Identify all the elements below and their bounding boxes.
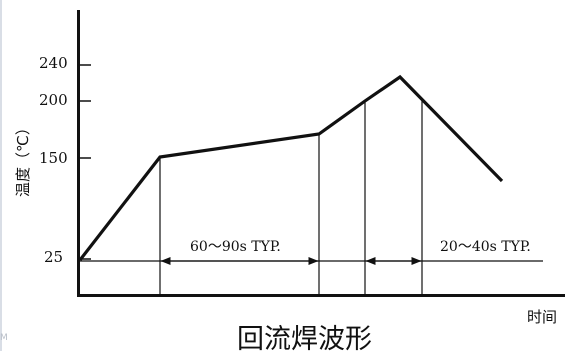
window-edge [0,0,2,351]
y-tick-label-150: 150 [39,149,68,167]
edge-glyph: M [0,333,8,343]
chart-title: 回流焊波形 [237,324,372,351]
y-axis-label: 温度（℃） [14,120,32,197]
y-tick-label-25: 25 [44,248,63,266]
reflow-profile-line [78,74,504,261]
annotation-20-40: 20～40s TYP. [440,239,531,255]
y-tick-label-200: 200 [39,91,68,109]
y-tick-label-240: 240 [39,54,68,72]
annotation-60-90: 60～90s TYP. [190,239,281,255]
x-axis-label: 时间 [527,308,557,326]
